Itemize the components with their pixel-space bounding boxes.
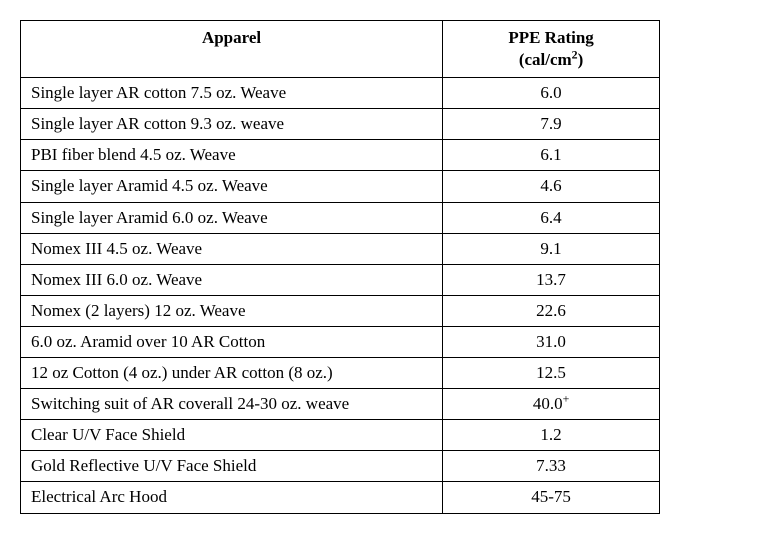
cell-rating: 9.1 [443, 233, 660, 264]
table-row: 6.0 oz. Aramid over 10 AR Cotton31.0 [21, 326, 660, 357]
cell-rating: 7.9 [443, 109, 660, 140]
cell-apparel: Clear U/V Face Shield [21, 420, 443, 451]
table-row: Switching suit of AR coverall 24-30 oz. … [21, 389, 660, 420]
cell-apparel: PBI fiber blend 4.5 oz. Weave [21, 140, 443, 171]
table-row: Single layer AR cotton 9.3 oz. weave7.9 [21, 109, 660, 140]
cell-apparel: Nomex III 4.5 oz. Weave [21, 233, 443, 264]
ppe-rating-table: Apparel PPE Rating(cal/cm2) Single layer… [20, 20, 660, 514]
cell-apparel: Switching suit of AR coverall 24-30 oz. … [21, 389, 443, 420]
cell-apparel: Single layer AR cotton 9.3 oz. weave [21, 109, 443, 140]
table-row: 12 oz Cotton (4 oz.) under AR cotton (8 … [21, 358, 660, 389]
table-body: Single layer AR cotton 7.5 oz. Weave6.0S… [21, 78, 660, 513]
cell-apparel: 6.0 oz. Aramid over 10 AR Cotton [21, 326, 443, 357]
table-row: PBI fiber blend 4.5 oz. Weave6.1 [21, 140, 660, 171]
cell-rating: 7.33 [443, 451, 660, 482]
table-row: Single layer AR cotton 7.5 oz. Weave6.0 [21, 78, 660, 109]
cell-rating: 22.6 [443, 295, 660, 326]
table-row: Clear U/V Face Shield1.2 [21, 420, 660, 451]
cell-rating: 6.4 [443, 202, 660, 233]
cell-rating: 13.7 [443, 264, 660, 295]
cell-rating: 6.1 [443, 140, 660, 171]
cell-apparel: 12 oz Cotton (4 oz.) under AR cotton (8 … [21, 358, 443, 389]
cell-apparel: Single layer Aramid 4.5 oz. Weave [21, 171, 443, 202]
cell-apparel: Nomex (2 layers) 12 oz. Weave [21, 295, 443, 326]
cell-apparel: Nomex III 6.0 oz. Weave [21, 264, 443, 295]
cell-rating: 12.5 [443, 358, 660, 389]
table-row: Nomex III 6.0 oz. Weave13.7 [21, 264, 660, 295]
cell-apparel: Single layer AR cotton 7.5 oz. Weave [21, 78, 443, 109]
cell-rating: 45-75 [443, 482, 660, 513]
table-row: Single layer Aramid 6.0 oz. Weave6.4 [21, 202, 660, 233]
column-header-apparel: Apparel [21, 21, 443, 78]
cell-rating: 4.6 [443, 171, 660, 202]
table-row: Gold Reflective U/V Face Shield7.33 [21, 451, 660, 482]
table-row: Nomex (2 layers) 12 oz. Weave22.6 [21, 295, 660, 326]
cell-rating: 6.0 [443, 78, 660, 109]
table-row: Single layer Aramid 4.5 oz. Weave4.6 [21, 171, 660, 202]
table-header-row: Apparel PPE Rating(cal/cm2) [21, 21, 660, 78]
cell-apparel: Electrical Arc Hood [21, 482, 443, 513]
cell-apparel: Gold Reflective U/V Face Shield [21, 451, 443, 482]
table-row: Electrical Arc Hood45-75 [21, 482, 660, 513]
column-header-rating: PPE Rating(cal/cm2) [443, 21, 660, 78]
cell-rating: 1.2 [443, 420, 660, 451]
cell-rating: 31.0 [443, 326, 660, 357]
cell-rating: 40.0+ [443, 389, 660, 420]
table-row: Nomex III 4.5 oz. Weave9.1 [21, 233, 660, 264]
cell-apparel: Single layer Aramid 6.0 oz. Weave [21, 202, 443, 233]
